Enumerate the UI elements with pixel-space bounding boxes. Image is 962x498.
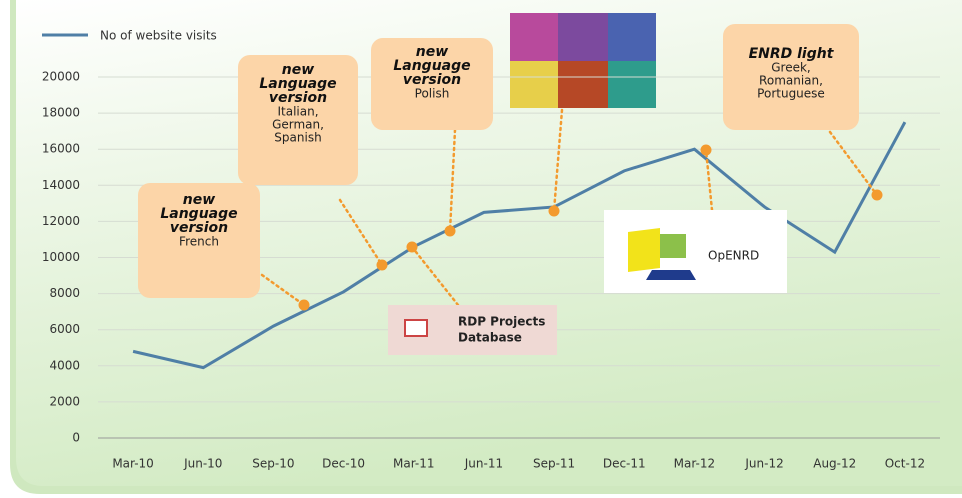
chart: 0 2000 4000 6000 8000 10000 12000 14000 16000 180…	[0, 0, 962, 494]
image-rdp: RDP Projects Database	[388, 305, 557, 355]
callout-dot	[549, 206, 560, 217]
annotation-text: Greek,	[771, 61, 811, 75]
image-icon	[405, 320, 427, 336]
x-tick-label: Mar-11	[393, 457, 434, 471]
callout-dot	[445, 226, 456, 237]
y-tick-label: 4000	[49, 358, 80, 372]
x-tick-label: Mar-12	[674, 457, 715, 471]
y-tick-label: 10000	[42, 250, 80, 264]
x-tick-label: Jun-11	[464, 457, 503, 471]
y-tick-label: 0	[72, 431, 80, 445]
annotation-text: Italian,	[277, 105, 318, 119]
callout-dot	[377, 260, 388, 271]
annotation-text: Portuguese	[757, 87, 825, 101]
image-icon	[646, 270, 696, 280]
x-tick-label: Aug-12	[813, 457, 856, 471]
y-tick-label: 2000	[49, 394, 80, 408]
annotation-text: French	[179, 235, 219, 249]
callout-dot	[407, 242, 418, 253]
annotation-text: German,	[272, 118, 324, 132]
annotation-text: Polish	[415, 87, 450, 101]
image-icon	[628, 228, 660, 272]
image-text: Database	[458, 331, 522, 345]
x-tick-label: Jun-12	[744, 457, 783, 471]
x-tick-label: Sep-11	[533, 457, 575, 471]
callout-dot	[872, 190, 883, 201]
y-tick-label: 6000	[49, 322, 80, 336]
legend-label: No of website visits	[100, 29, 217, 43]
image-collage	[510, 13, 656, 108]
image-icon	[660, 234, 686, 258]
x-tick-label: Jun-10	[183, 457, 222, 471]
x-tick-label: Oct-12	[885, 457, 925, 471]
y-tick-label: 12000	[42, 214, 80, 228]
x-tick-label: Dec-10	[322, 457, 365, 471]
annotation-text: Spanish	[274, 131, 321, 145]
y-tick-label: 16000	[42, 142, 80, 156]
callout-dot	[701, 145, 712, 156]
x-tick-label: Sep-10	[252, 457, 294, 471]
callout-dot	[299, 300, 310, 311]
annotation-text: Romanian,	[759, 74, 823, 88]
y-tick-label: 20000	[42, 70, 80, 84]
x-tick-label: Mar-10	[112, 457, 153, 471]
image-text: OpENRD	[708, 249, 759, 263]
image-openrd: OpENRD	[604, 210, 787, 293]
y-tick-label: 14000	[42, 178, 80, 192]
y-tick-label: 8000	[49, 286, 80, 300]
image-text: RDP Projects	[458, 315, 545, 329]
x-tick-label: Dec-11	[603, 457, 646, 471]
y-tick-label: 18000	[42, 106, 80, 120]
